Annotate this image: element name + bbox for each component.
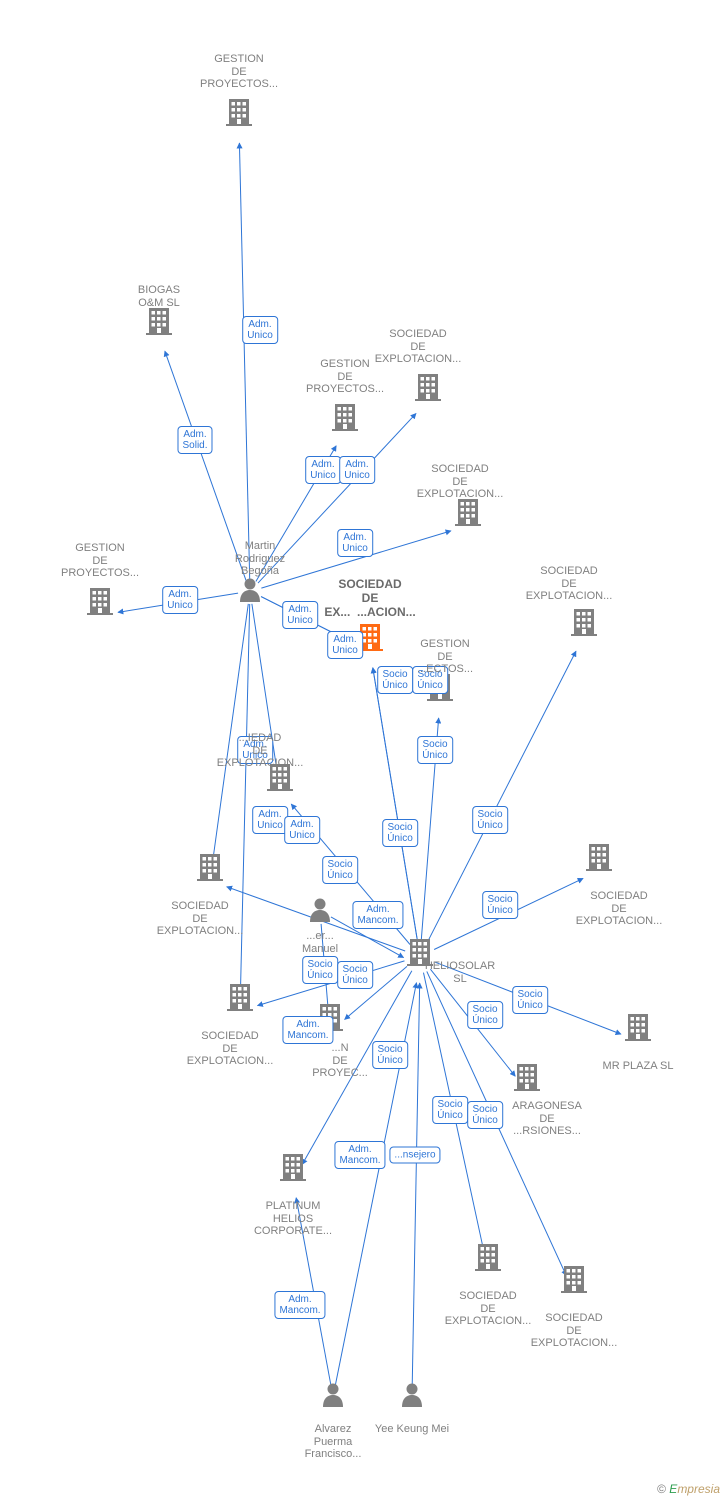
edge: [302, 971, 412, 1165]
edge: [118, 593, 238, 612]
edge: [258, 413, 416, 583]
building-icon[interactable]: [197, 854, 223, 881]
edge: [296, 1198, 331, 1385]
edge: [423, 973, 484, 1253]
building-icon[interactable]: [561, 1266, 587, 1293]
building-icon[interactable]: [407, 939, 433, 966]
edge: [240, 604, 249, 992]
edge: [257, 961, 404, 1006]
person-icon[interactable]: [323, 1384, 343, 1408]
edge: [345, 966, 407, 1019]
building-icon[interactable]: [571, 609, 597, 636]
building-icon[interactable]: [226, 99, 252, 126]
edge: [261, 531, 451, 588]
building-icon[interactable]: [475, 1244, 501, 1271]
building-icon[interactable]: [357, 624, 383, 651]
edge: [335, 983, 416, 1386]
edge: [261, 597, 353, 643]
edge: [331, 917, 404, 958]
building-icon[interactable]: [427, 674, 453, 701]
edge: [435, 962, 621, 1034]
edge: [421, 718, 438, 941]
person-icon[interactable]: [310, 899, 330, 923]
edge: [165, 351, 246, 581]
building-icon[interactable]: [280, 1154, 306, 1181]
brand-rest: mpresia: [677, 1482, 720, 1496]
copyright-symbol: ©: [657, 1482, 666, 1496]
edge: [256, 446, 336, 582]
building-icon[interactable]: [455, 499, 481, 526]
edge: [321, 924, 328, 1012]
edge: [427, 971, 567, 1275]
network-graph: [0, 0, 728, 1500]
edge: [252, 604, 277, 772]
edge: [434, 878, 583, 949]
building-icon[interactable]: [415, 374, 441, 401]
building-icon[interactable]: [514, 1064, 540, 1091]
edge: [239, 143, 249, 580]
person-icon[interactable]: [240, 579, 260, 603]
edge: [291, 804, 410, 944]
edge: [213, 604, 249, 862]
edge: [373, 668, 418, 941]
building-icon[interactable]: [87, 588, 113, 615]
building-icon[interactable]: [625, 1014, 651, 1041]
building-icon[interactable]: [146, 308, 172, 335]
edge: [412, 983, 419, 1385]
edge: [430, 969, 515, 1076]
attribution: © Empresia: [657, 1482, 720, 1496]
building-icon[interactable]: [227, 984, 253, 1011]
building-icon[interactable]: [267, 764, 293, 791]
building-icon[interactable]: [586, 844, 612, 871]
building-icon[interactable]: [332, 404, 358, 431]
building-icon[interactable]: [317, 1004, 343, 1031]
person-icon[interactable]: [402, 1384, 422, 1408]
